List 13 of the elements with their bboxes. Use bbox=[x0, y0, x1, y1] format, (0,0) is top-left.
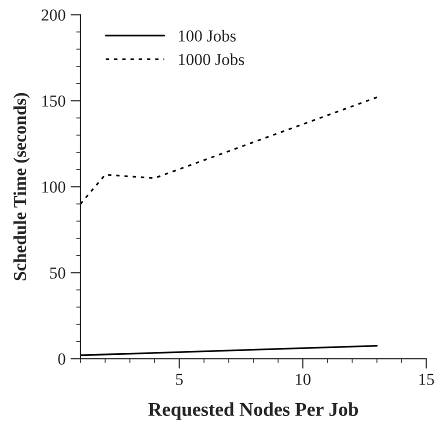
x-axis-title: Requested Nodes Per Job bbox=[148, 402, 358, 420]
y-tick-label: 0 bbox=[58, 353, 66, 365]
legend-label: 1000 Jobs bbox=[178, 53, 244, 66]
legend-label: 100 Jobs bbox=[178, 30, 236, 42]
y-tick-label: 150 bbox=[42, 95, 66, 107]
line-series bbox=[80, 96, 378, 205]
y-axis-title: Schedule Time (seconds) bbox=[13, 93, 30, 280]
x-tick-label: 10 bbox=[296, 374, 310, 386]
x-tick-label: 5 bbox=[176, 374, 183, 386]
y-tick-label: 100 bbox=[42, 181, 66, 193]
y-tick-label: 50 bbox=[50, 267, 66, 279]
y-tick-label: 200 bbox=[42, 9, 66, 21]
x-tick-label: 15 bbox=[419, 374, 434, 386]
